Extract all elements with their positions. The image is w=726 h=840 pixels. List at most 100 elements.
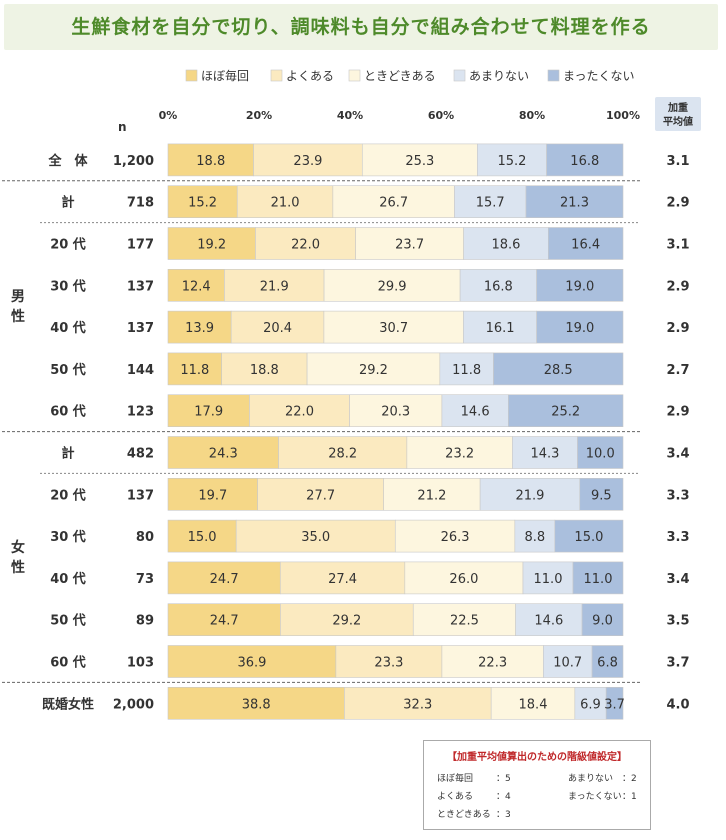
bar-segment [515, 603, 583, 637]
settings-label-5: ほぼ毎回 [437, 774, 474, 784]
settings-label-4: よくある [437, 792, 474, 802]
bar-value-label: 29.9 [378, 279, 407, 294]
bar-value-label: 18.4 [519, 697, 548, 712]
settings-label-2: あまりない [568, 774, 614, 784]
bar-segment [361, 143, 478, 177]
x-tick-label: 60% [428, 109, 454, 122]
bar-value-label: 23.7 [395, 238, 424, 253]
bar-segment [581, 603, 624, 637]
row-n: 718 [127, 196, 154, 211]
bar-value-label: 15.7 [476, 196, 505, 211]
bar-value-label: 8.8 [524, 530, 545, 545]
bar-value-label: 26.0 [449, 572, 478, 587]
bar-value-label: 28.5 [544, 363, 573, 378]
legend-swatch-0 [185, 69, 198, 82]
bar-value-label: 27.4 [328, 572, 357, 587]
bar-segment [355, 227, 464, 260]
legend-label-1: よくある [286, 69, 334, 83]
bar-segment [335, 645, 443, 678]
settings-value-1: ：1 [622, 792, 637, 802]
bar-segment [577, 436, 624, 469]
group-label: 性 [11, 308, 25, 325]
row-avg: 2.7 [666, 363, 689, 378]
legend-label-3: あまりない [469, 69, 529, 83]
row-avg: 3.5 [666, 614, 689, 629]
row-label: 30 代 [50, 278, 86, 294]
bar-segment [230, 310, 325, 344]
row-n: 2,000 [113, 697, 154, 712]
row-label: 20 代 [50, 487, 86, 503]
row-n: 123 [127, 405, 154, 420]
bar-value-label: 14.3 [530, 447, 559, 462]
row-label: 60 代 [50, 655, 86, 671]
bar-value-label: 21.9 [260, 279, 289, 294]
legend-label-0: ほぼ毎回 [201, 68, 249, 83]
bar-segment [548, 227, 624, 260]
avg-header-box [655, 97, 701, 131]
row-avg: 3.1 [666, 238, 689, 253]
bar-value-label: 21.9 [515, 488, 544, 503]
settings-value-5: ：5 [496, 774, 511, 784]
bar-segment [605, 686, 624, 720]
bar-segment [383, 477, 481, 511]
bar-value-label: 6.8 [597, 656, 618, 671]
row-label: 計 [61, 195, 74, 211]
bar-value-label: 18.8 [250, 363, 279, 378]
bar-segment [280, 603, 414, 637]
bar-value-label: 16.8 [484, 279, 513, 294]
bar-segment [572, 561, 624, 595]
bar-segment [404, 561, 524, 595]
bar-value-label: 32.3 [403, 697, 432, 712]
bar-segment [167, 686, 345, 720]
bar-value-label: 19.0 [565, 321, 594, 336]
row-avg: 3.4 [666, 447, 689, 462]
x-tick-label: 20% [246, 109, 272, 122]
bar-value-label: 18.6 [491, 238, 520, 253]
bar-value-label: 27.7 [306, 488, 335, 503]
bar-segment [224, 268, 325, 302]
legend-swatch-1 [270, 69, 283, 82]
bar-value-label: 6.9 [580, 697, 601, 712]
bar-value-label: 29.2 [359, 363, 388, 378]
bar-segment [493, 352, 624, 386]
row-label: 60 代 [50, 404, 86, 420]
bar-value-label: 15.0 [574, 530, 603, 545]
bar-value-label: 11.8 [452, 363, 481, 378]
bar-segment [454, 185, 527, 218]
settings-title: 【加重平均値算出のための階級値設定】 [447, 752, 627, 763]
row-avg: 3.4 [666, 572, 689, 587]
row-n: 89 [136, 614, 154, 629]
bar-value-label: 26.3 [441, 530, 470, 545]
chart-title: 生鮮食材を自分で切り、調味料も自分で組み合わせて料理を作る [71, 16, 651, 38]
bar-value-label: 28.2 [328, 447, 357, 462]
row-avg: 2.9 [666, 279, 689, 294]
row-label: 50 代 [50, 613, 86, 629]
settings-value-2: ：2 [622, 774, 637, 784]
bar-segment [479, 477, 581, 511]
bar-segment [459, 268, 537, 302]
bar-value-label: 21.0 [271, 196, 300, 211]
row-label: 20 代 [50, 237, 86, 253]
bar-value-label: 19.2 [197, 238, 226, 253]
bar-value-label: 19.7 [198, 488, 227, 503]
bar-value-label: 14.6 [534, 614, 563, 629]
bar-segment [323, 310, 464, 344]
row-label: 40 代 [50, 320, 86, 336]
bar-segment [441, 645, 544, 678]
row-n: 482 [127, 447, 154, 462]
bar-segment [490, 686, 576, 720]
bar-segment [514, 519, 556, 553]
bar-segment [167, 185, 238, 218]
bar-value-label: 11.8 [180, 363, 209, 378]
bar-segment [344, 686, 492, 720]
group-label: 男 [11, 289, 25, 305]
bar-value-label: 16.8 [570, 154, 599, 169]
row-n: 137 [127, 279, 154, 294]
x-tick-label: 100% [606, 109, 640, 122]
bar-segment [167, 268, 225, 302]
title-bar: 生鮮食材を自分で切り、調味料も自分で組み合わせて料理を作る [4, 4, 718, 50]
bar-value-label: 14.6 [461, 405, 490, 420]
row-avg: 2.9 [666, 405, 689, 420]
bar-value-label: 11.0 [584, 572, 613, 587]
bar-value-label: 10.0 [586, 447, 615, 462]
